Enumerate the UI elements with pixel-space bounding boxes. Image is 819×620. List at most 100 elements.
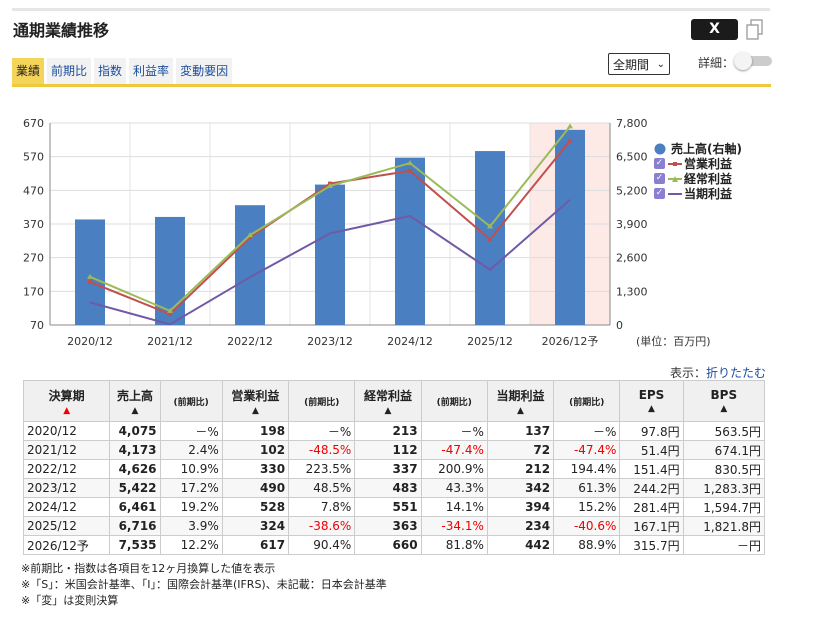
table-cell: 394: [486, 497, 555, 517]
table-cell: 234: [486, 516, 555, 536]
header-net-yoy: (前期比): [553, 380, 621, 422]
point-ord: [87, 273, 93, 279]
legend-sales[interactable]: 売上高(右軸): [654, 141, 742, 156]
table-cell: 14.1%: [420, 497, 488, 517]
period-select-value: 全期間: [613, 58, 650, 72]
table-cell: －%: [288, 421, 356, 441]
table-cell: 17.2%: [159, 478, 223, 498]
copy-icon[interactable]: [746, 19, 764, 41]
point-op: [168, 312, 172, 317]
results-table: 決算期 ▲ 売上高 ▲ (前期比) 営業利益 ▲ (前期比) 経常利益 ▲ (前期比) …: [22, 380, 766, 555]
table-cell: 830.5円: [682, 459, 766, 479]
footnotes: ※前期比・指数は各項目を12ヶ月換算した値を表示 ※「S」：米国会計基準、「I」…: [21, 561, 387, 609]
header-bps[interactable]: BPS ▲: [682, 380, 766, 422]
detail-toggle[interactable]: [734, 52, 772, 70]
right-tick-label: 5,200: [616, 184, 648, 197]
left-tick-label: 370: [23, 218, 44, 231]
table-cell: 7.8%: [288, 497, 356, 517]
table-cell: 15.2%: [553, 497, 621, 517]
table-cell: 6,716: [109, 516, 161, 536]
tab-yoy[interactable]: 前期比: [47, 58, 92, 84]
checkbox-icon[interactable]: ✓: [654, 188, 665, 199]
table-cell: 490: [221, 478, 290, 498]
tab-factors[interactable]: 変動要因: [176, 58, 233, 84]
table-cell: 194.4%: [553, 459, 621, 479]
sort-icon[interactable]: ▲: [648, 404, 655, 414]
bar-sales: [235, 205, 265, 325]
checkbox-icon[interactable]: ✓: [654, 173, 665, 184]
table-cell: 12.2%: [159, 535, 223, 555]
legend-net-marker: [668, 192, 682, 195]
point-ord: [327, 182, 333, 188]
table-cell: 2.4%: [159, 440, 223, 460]
table-cell: 617: [221, 535, 290, 555]
bar-sales: [75, 219, 105, 325]
right-tick-label: 2,600: [616, 252, 648, 265]
table-cell: 551: [354, 497, 422, 517]
table-cell: 2022/12: [22, 459, 111, 479]
header-period[interactable]: 決算期 ▲: [22, 380, 111, 422]
header-eps[interactable]: EPS ▲: [619, 380, 684, 422]
header-net[interactable]: 当期利益 ▲: [486, 380, 555, 422]
legend-sales-marker: [654, 143, 666, 154]
legend-ord[interactable]: ✓ 経常利益: [654, 171, 742, 186]
table-cell: 330: [221, 459, 290, 479]
table-cell: 90.4%: [288, 535, 356, 555]
footnote: ※「変」は変則決算: [21, 594, 119, 607]
sort-icon[interactable]: ▲: [517, 405, 524, 416]
table-cell: 102: [221, 440, 290, 460]
table-row: 2020/12 4,075 －% 198 －% 213 －% 137 －% 97.8円 563.5円: [22, 421, 766, 441]
table-cell: 363: [354, 516, 422, 536]
x-tick-label: 2020/12: [67, 335, 113, 348]
header-ord-yoy: (前期比): [420, 380, 488, 422]
page-title: 通期業績推移: [13, 21, 110, 40]
table-row: 2021/12 4,173 2.4% 102 -48.5% 112 -47.4% 72 -47.…: [22, 440, 766, 460]
x-share-button[interactable]: X: [691, 19, 738, 40]
tab-underline: [12, 84, 771, 87]
table-cell: 2020/12: [22, 421, 111, 441]
tab-margin[interactable]: 利益率: [129, 58, 174, 84]
checkbox-icon[interactable]: ✓: [654, 158, 665, 169]
point-op: [248, 235, 252, 240]
table-row: 2024/12 6,461 19.2% 528 7.8% 551 14.1% 394 15.2%…: [22, 497, 766, 517]
table-cell: 281.4円: [619, 497, 684, 517]
x-tick-label: 2025/12: [467, 335, 513, 348]
legend-net-label: 当期利益: [684, 187, 733, 201]
x-tick-label: 2023/12: [307, 335, 353, 348]
left-tick-label: 70: [30, 319, 44, 332]
tab-results[interactable]: 業績: [12, 58, 45, 84]
collapse-link[interactable]: 折りたたむ: [706, 366, 767, 380]
period-select[interactable]: 全期間 ⌄: [608, 53, 670, 75]
table-cell: 7,535: [109, 535, 161, 555]
detail-label: 詳細：: [698, 56, 735, 70]
sort-icon[interactable]: ▲: [384, 405, 392, 416]
table-cell: 43.3%: [420, 478, 488, 498]
unit-label: (単位：百万円): [636, 335, 711, 348]
left-tick-label: 470: [23, 184, 44, 197]
table-cell: 167.1円: [619, 516, 684, 536]
sort-icon[interactable]: ▲: [251, 405, 259, 416]
table-cell: 88.9%: [553, 535, 621, 555]
legend-op[interactable]: ✓ 営業利益: [654, 156, 742, 171]
top-border: [12, 8, 770, 11]
header-op[interactable]: 営業利益 ▲: [221, 380, 290, 422]
table-cell: 1,821.8円: [682, 516, 766, 536]
bar-sales: [395, 157, 425, 325]
sort-asc-icon[interactable]: ▲: [63, 405, 71, 416]
table-cell: -48.5%: [288, 440, 356, 460]
point-op: [88, 279, 92, 284]
table-cell: 61.3%: [553, 478, 621, 498]
tab-index[interactable]: 指数: [94, 58, 127, 84]
sort-icon[interactable]: ▲: [720, 404, 728, 414]
table-cell: 212: [486, 459, 555, 479]
left-tick-label: 170: [23, 285, 44, 298]
header-ord[interactable]: 経常利益 ▲: [354, 380, 422, 422]
footnote: ※「S」：米国会計基準、「I」：国際会計基準(IFRS)、未記載：日本会計基準: [21, 578, 387, 591]
legend-net[interactable]: ✓ 当期利益: [654, 186, 742, 201]
table-cell: 324: [221, 516, 290, 536]
table-cell: 200.9%: [420, 459, 488, 479]
sort-icon[interactable]: ▲: [131, 405, 139, 416]
point-ord: [567, 123, 573, 129]
header-sales[interactable]: 売上高 ▲: [109, 380, 161, 422]
legend-ord-marker: [668, 175, 682, 182]
